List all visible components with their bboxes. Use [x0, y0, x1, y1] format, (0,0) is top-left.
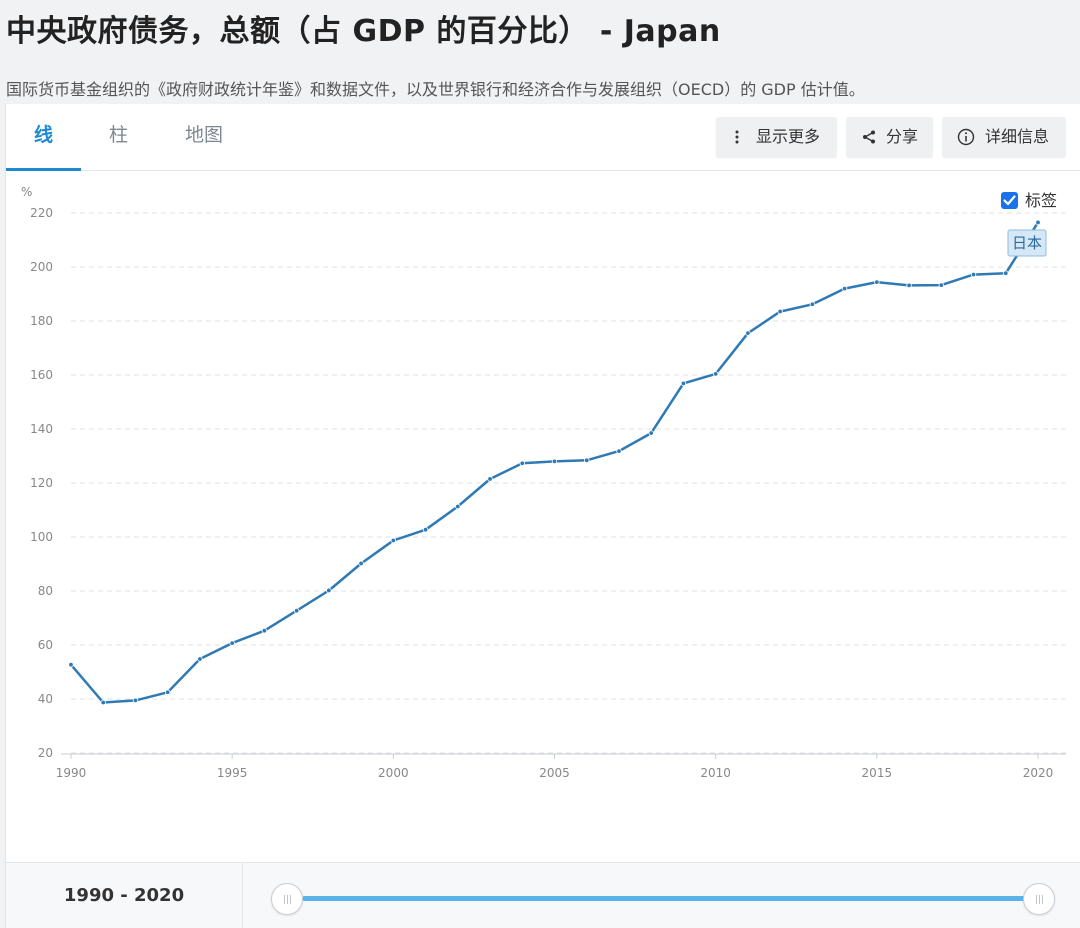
data-point[interactable] [197, 656, 203, 662]
data-point[interactable] [841, 285, 848, 292]
y-tick-label: 140 [30, 422, 53, 436]
more-vertical-icon [730, 117, 744, 157]
range-footer: 1990 - 2020 [6, 862, 1080, 928]
tab-bar[interactable]: 柱 [108, 124, 128, 146]
share-button[interactable]: 分享 [846, 117, 933, 157]
page-title: 中央政府债务，总额（占 GDP 的百分比） - Japan [6, 14, 721, 49]
y-tick-label: 20 [38, 746, 53, 760]
data-point[interactable] [584, 457, 590, 464]
data-point[interactable] [906, 282, 912, 289]
labels-checkbox-label: 标签 [1025, 191, 1057, 210]
data-point[interactable] [777, 308, 783, 315]
data-point[interactable] [455, 503, 461, 510]
data-point[interactable] [551, 458, 558, 465]
show-more-label: 显示更多 [756, 127, 821, 146]
range-box: 1990 - 2020 [6, 863, 243, 928]
share-label: 分享 [886, 127, 919, 146]
series-label: 日本 [1012, 234, 1042, 252]
data-point[interactable] [809, 301, 816, 307]
chart-panel: 线 柱 地图 显示更多 分享 详细信息 % 20 40 60 80 100 120 140 16… [5, 104, 1080, 928]
data-point[interactable] [487, 476, 493, 482]
x-tick-label: 1990 [56, 766, 87, 780]
range-label: 1990 - 2020 [63, 885, 185, 906]
y-tick-label: 220 [30, 206, 53, 220]
data-point[interactable] [970, 271, 977, 278]
info-icon [956, 117, 976, 157]
y-tick-label: 180 [30, 314, 53, 328]
data-point[interactable] [874, 279, 880, 285]
series-label-box [1007, 229, 1047, 257]
x-tick-label: 2005 [539, 766, 570, 780]
data-point[interactable] [1035, 219, 1041, 226]
data-point[interactable] [229, 640, 235, 646]
x-tick-label: 2010 [700, 766, 731, 780]
data-point[interactable] [1003, 270, 1009, 276]
x-tick-label: 2015 [862, 766, 893, 780]
data-point[interactable] [100, 699, 106, 706]
data-point[interactable] [164, 689, 171, 695]
data-point[interactable] [745, 330, 751, 336]
details-button[interactable]: 详细信息 [942, 117, 1066, 157]
y-tick-label: 80 [38, 584, 53, 598]
data-point[interactable] [519, 460, 525, 466]
show-more-button[interactable]: 显示更多 [716, 117, 837, 157]
range-slider-start-handle[interactable] [271, 883, 303, 915]
y-tick-label: 200 [30, 260, 53, 274]
x-tick-label: 2000 [378, 766, 409, 780]
data-point[interactable] [326, 587, 332, 594]
line-chart: % 20 40 60 80 100 120 140 160 180 200 220 1990 1995 20… [21, 185, 1066, 780]
y-axis-unit: % [21, 185, 32, 199]
data-point[interactable] [293, 608, 300, 614]
data-point[interactable] [68, 662, 74, 668]
data-point[interactable] [422, 527, 429, 533]
range-slider-track[interactable] [302, 896, 1038, 901]
y-tick-label: 100 [30, 530, 53, 544]
details-label: 详细信息 [985, 127, 1050, 146]
page-subtitle: 国际货币基金组织的《政府财政统计年鉴》和数据文件，以及世界银行和经济合作与发展组… [6, 80, 865, 99]
y-tick-label: 40 [38, 692, 53, 706]
y-tick-label: 120 [30, 476, 53, 490]
x-tick-label: 2020 [1023, 766, 1054, 780]
data-point[interactable] [938, 282, 944, 288]
data-point[interactable] [680, 380, 687, 387]
share-icon [860, 117, 878, 157]
data-point[interactable] [390, 537, 397, 544]
data-point[interactable] [616, 448, 622, 454]
data-point[interactable] [358, 560, 364, 567]
view-tabs: 线 柱 地图 显示更多 分享 详细信息 [6, 104, 1080, 171]
y-tick-label: 60 [38, 638, 53, 652]
check-icon [1003, 195, 1016, 206]
data-point[interactable] [261, 627, 268, 634]
data-point[interactable] [132, 697, 139, 704]
data-point[interactable] [712, 371, 719, 377]
x-tick-label: 1995 [217, 766, 248, 780]
y-tick-label: 160 [30, 368, 53, 382]
data-point[interactable] [648, 430, 654, 436]
tab-map[interactable]: 地图 [184, 124, 223, 146]
tab-line[interactable]: 线 [6, 104, 81, 171]
range-slider-end-handle[interactable] [1023, 883, 1055, 915]
